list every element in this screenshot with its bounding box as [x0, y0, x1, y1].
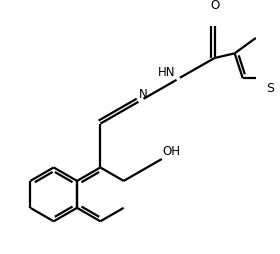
Text: S: S — [266, 82, 274, 95]
Text: O: O — [210, 0, 219, 12]
Text: OH: OH — [163, 145, 181, 158]
Text: N: N — [139, 88, 148, 101]
Text: HN: HN — [158, 66, 176, 79]
